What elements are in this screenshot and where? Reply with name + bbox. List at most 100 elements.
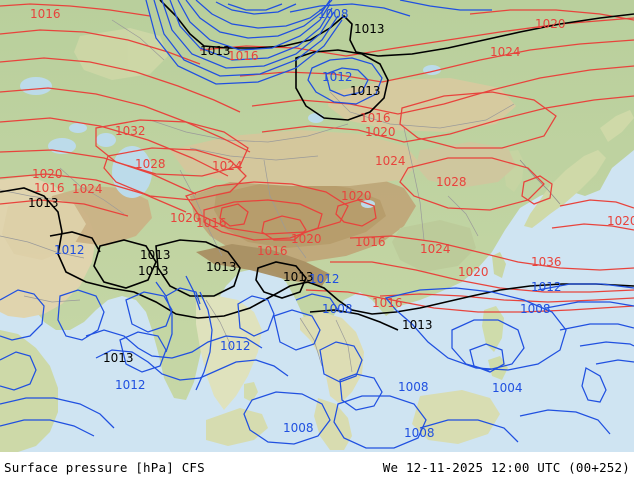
isobar-high-layer: [0, 3, 634, 313]
contour-label-text: 1016: [372, 296, 403, 310]
contour-label-text: 1012: [531, 280, 562, 294]
contour-label: 10121012: [54, 243, 85, 257]
contour-label-text: 1016: [30, 7, 61, 21]
contour-label-text: 1016: [360, 111, 391, 125]
contour-label-text: 1008: [520, 302, 551, 316]
contour-label-text: 1032: [115, 124, 146, 138]
contour-label-text: 1020: [458, 265, 489, 279]
contour-label: 10361036: [531, 255, 562, 269]
contour-label-text: 1020: [341, 189, 372, 203]
contour-label-text: 1020: [607, 214, 634, 228]
contour-label-text: 1008: [283, 421, 314, 435]
contour-label-text: 1013: [140, 248, 171, 262]
contour-label-text: 1013: [283, 270, 314, 284]
contour-label-text: 1020: [32, 167, 63, 181]
contour-label: 10121012: [220, 339, 251, 353]
contour-label: 10121012: [322, 70, 353, 84]
contour-label-text: 1016: [228, 49, 259, 63]
footer-timestamp: We 12-11-2025 12:00 UTC (00+252): [382, 460, 630, 475]
contour-label-text: 1016: [355, 235, 386, 249]
contour-label-text: 1012: [220, 339, 251, 353]
contour-label-text: 1008: [398, 380, 429, 394]
contour-label: 10321032: [115, 124, 146, 138]
contour-label-text: 1013: [402, 318, 433, 332]
contour-label-text: 1036: [531, 255, 562, 269]
contour-label-text: 1013: [103, 351, 134, 365]
contour-label: 10121012: [115, 378, 146, 392]
contour-label: 10121012: [531, 280, 562, 294]
contour-label-text: 1012: [115, 378, 146, 392]
contour-label-text: 1013: [350, 84, 381, 98]
contour-label-text: 1008: [404, 426, 435, 440]
footer-title: Surface pressure [hPa] CFS: [4, 460, 205, 475]
contour-label-text: 1024: [72, 182, 103, 196]
contour-label-text: 1013: [200, 44, 231, 58]
contour-label-text: 1024: [375, 154, 406, 168]
isobar-reference-layer: [0, 0, 634, 331]
map-svg: 1016101610081008101310131020102010131013…: [0, 0, 634, 452]
contour-label-layer: 1016101610081008101310131020102010131013…: [28, 7, 634, 440]
contour-label: 10121012: [309, 272, 340, 286]
contour-label-text: 1013: [206, 260, 237, 274]
contour-label-text: 1013: [354, 22, 385, 36]
contour-label-text: 1020: [535, 17, 566, 31]
border-layer: [0, 19, 561, 373]
contour-label: 10041004: [492, 381, 523, 395]
contour-label: 10281028: [135, 157, 166, 171]
contour-label-text: 1020: [170, 211, 201, 225]
contour-label-text: 1012: [54, 243, 85, 257]
contour-label-text: 1028: [436, 175, 467, 189]
contour-label-text: 1024: [490, 45, 521, 59]
contour-label-text: 1004: [492, 381, 523, 395]
contour-label-text: 1008: [318, 7, 349, 21]
contour-label-text: 1024: [212, 159, 243, 173]
isobar-low-layer: [0, 0, 634, 449]
contour-label-text: 1024: [420, 242, 451, 256]
contour-label-text: 1028: [135, 157, 166, 171]
contour-label-text: 1020: [365, 125, 396, 139]
contour-label-text: 1013: [138, 264, 169, 278]
map-footer: Surface pressure [hPa] CFS We 12-11-2025…: [0, 452, 634, 490]
contour-label-text: 1016: [196, 216, 227, 230]
contour-label-text: 1020: [291, 232, 322, 246]
contour-label-text: 1016: [257, 244, 288, 258]
pressure-map-canvas[interactable]: 1016101610081008101310131020102010131013…: [0, 0, 634, 452]
contour-label: 10281028: [436, 175, 467, 189]
